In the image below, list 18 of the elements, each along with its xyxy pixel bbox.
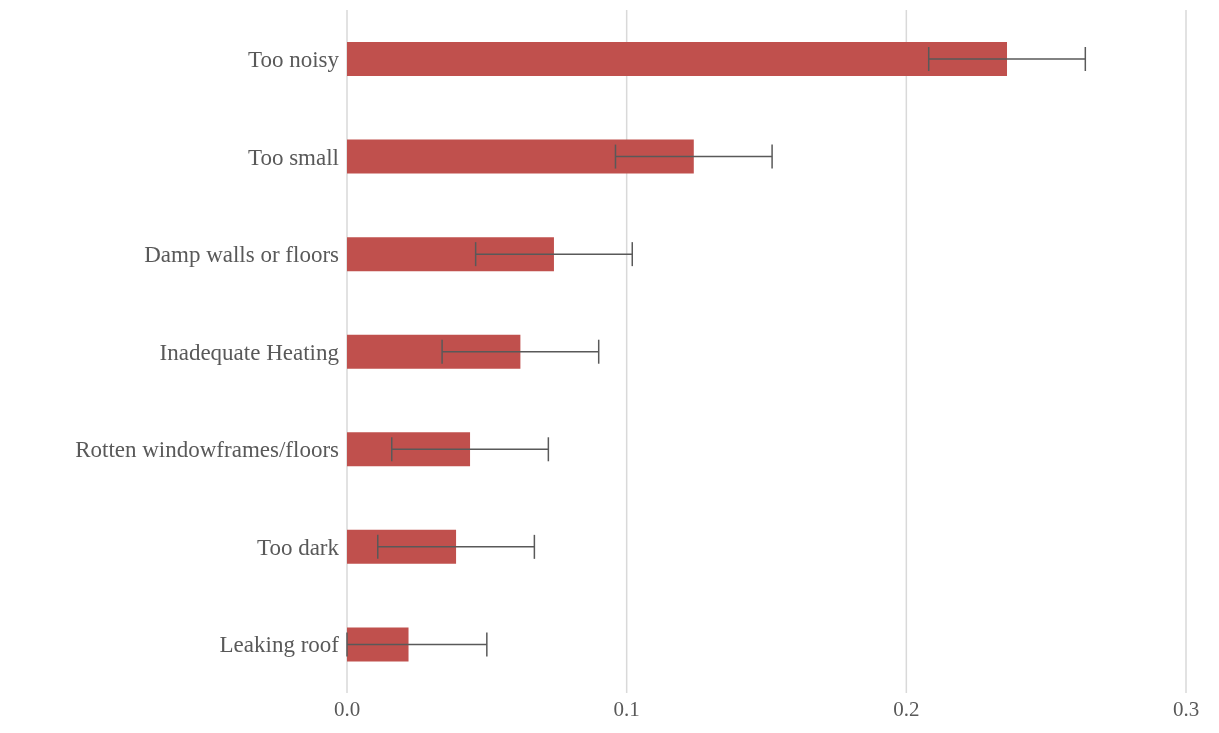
y-tick-label: Leaking roof [219, 632, 340, 658]
x-tick-label: 0.1 [613, 696, 640, 721]
bar [347, 627, 409, 662]
bar [347, 139, 694, 174]
bar [347, 334, 521, 369]
x-tick-label: 0.3 [1172, 696, 1200, 721]
bar [347, 237, 554, 272]
y-tick-label: Too noisy [247, 46, 340, 72]
y-tick-label: Inadequate Heating [159, 339, 340, 365]
y-tick-label: Too small [247, 144, 339, 170]
y-tick-label: Damp walls or floors [144, 242, 340, 268]
y-tick-label: Rotten windowframes/floors [75, 437, 340, 463]
bar [347, 529, 457, 564]
bar [347, 432, 471, 467]
x-tick-label: 0.0 [333, 696, 361, 721]
x-tick-label: 0.2 [893, 696, 920, 721]
bar [347, 42, 1008, 76]
y-tick-label: Too dark [256, 534, 340, 560]
